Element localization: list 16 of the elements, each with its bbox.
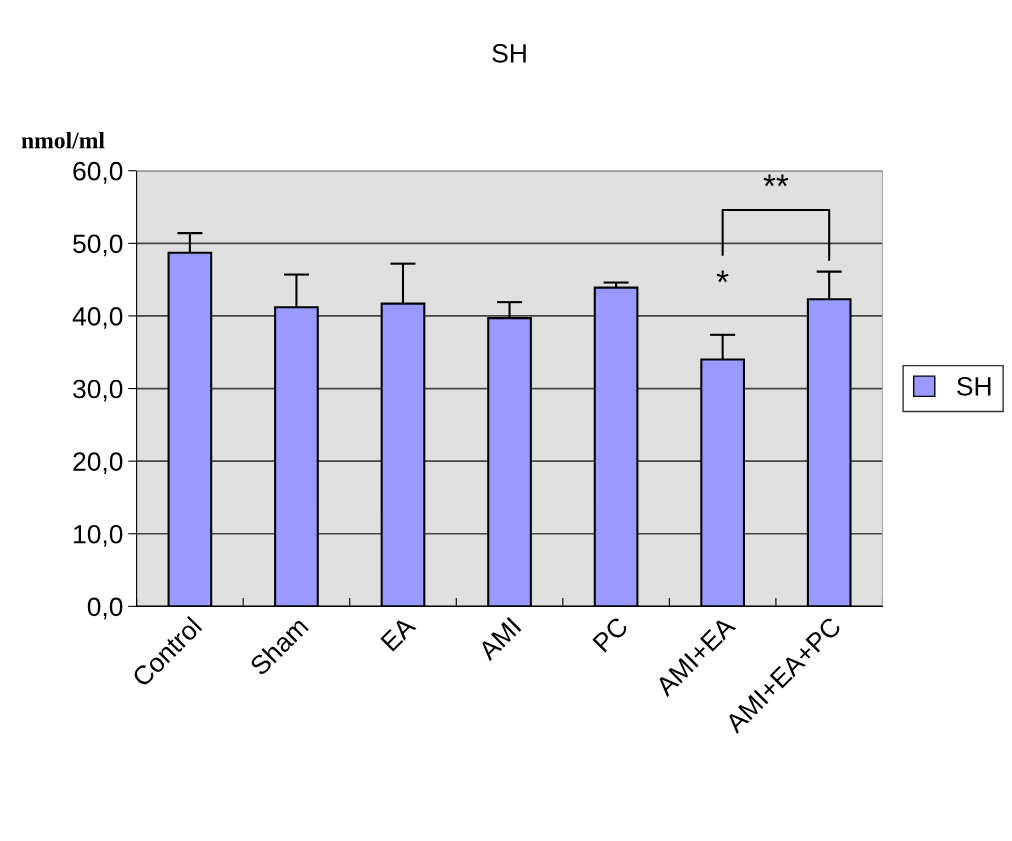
legend-label: SH	[957, 377, 991, 396]
y-tick-label: 0,0	[87, 597, 123, 620]
y-tick-label: 30,0	[73, 379, 123, 402]
bar	[593, 286, 639, 607]
x-tick-label: PC	[592, 615, 630, 653]
annotation: **	[763, 174, 789, 187]
y-tick-label: 50,0	[73, 234, 123, 257]
y-tick-label: 10,0	[74, 524, 123, 547]
y-tick-label: 40,0	[72, 307, 123, 329]
chart-title: SH	[492, 43, 526, 63]
y-tick-label: 60,0	[73, 161, 123, 184]
y-tick-label: 20,0	[73, 452, 123, 475]
y-axis-title: nmol/ml	[21, 131, 105, 149]
x-tick-label: AMI	[477, 617, 522, 662]
annotation: *	[716, 270, 729, 283]
x-tick-label: EA	[380, 615, 417, 652]
